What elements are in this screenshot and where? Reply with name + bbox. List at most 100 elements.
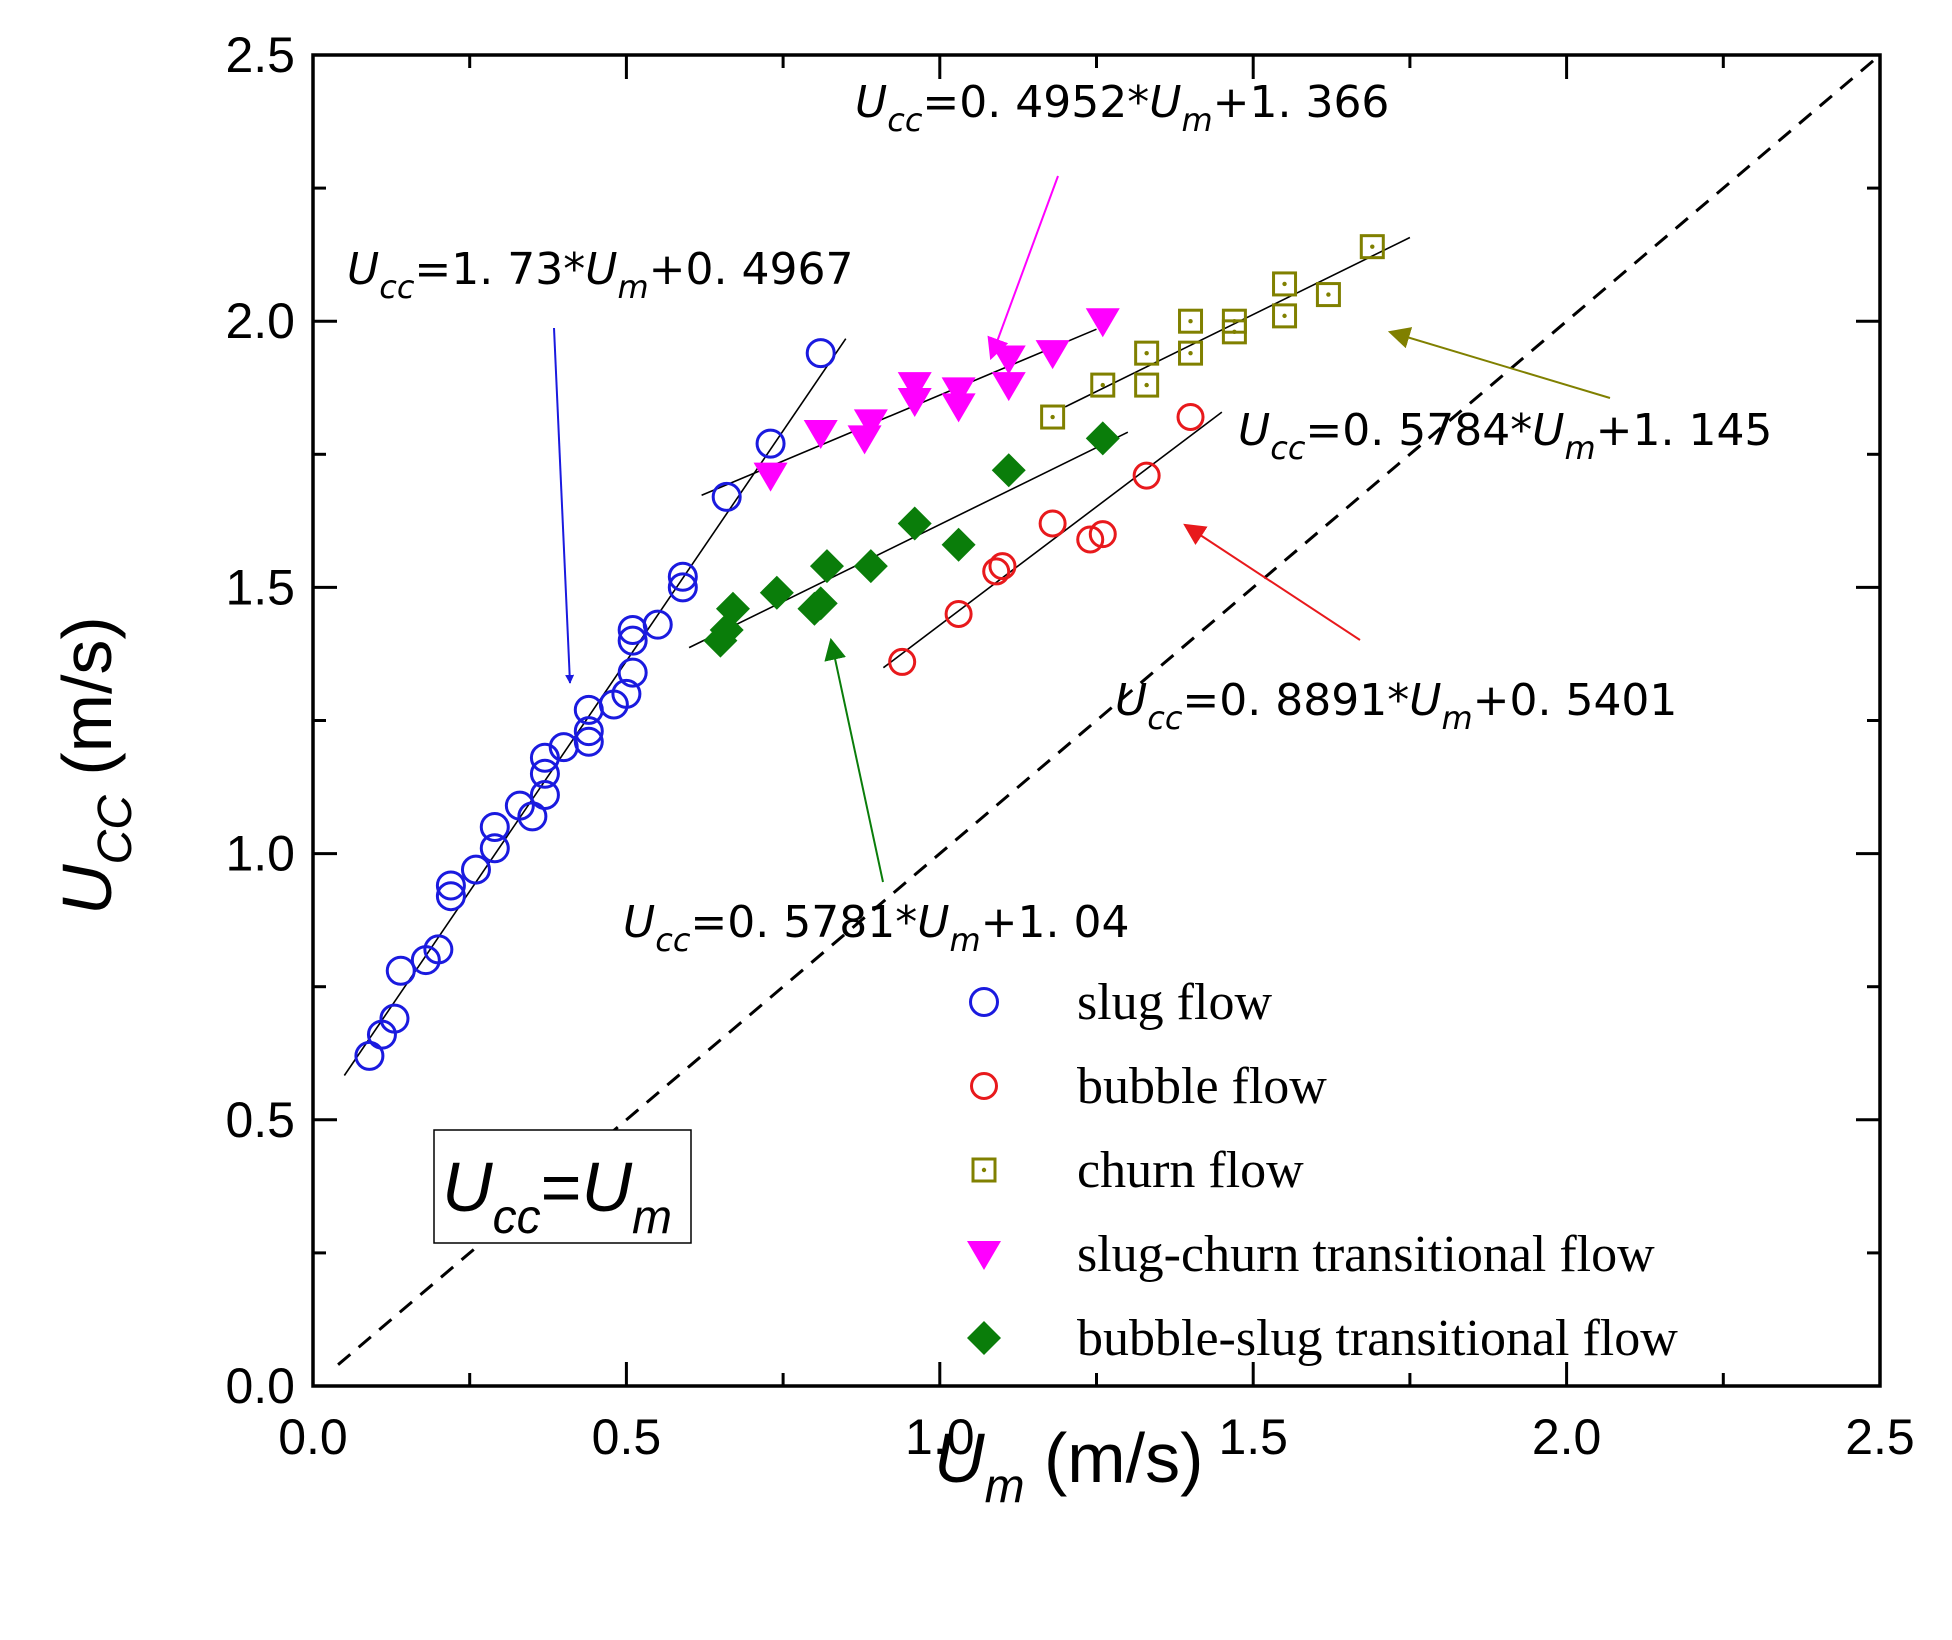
data-point-slug <box>379 1003 410 1034</box>
slug-churn-fit-arrow <box>987 175 1059 361</box>
legend-label-churn: churn flow <box>1077 1142 1304 1199</box>
data-point-slug-churn <box>991 372 1026 402</box>
data-point-churn <box>1315 282 1341 308</box>
data-point-slug <box>667 561 698 592</box>
fit-line-bubble-slug <box>688 431 1129 649</box>
data-point-slug <box>755 428 786 459</box>
y-tick-label: 2.5 <box>225 27 295 83</box>
bubble-fit-equation: Ucc=0. 8891*Um+0. 5401 <box>1115 675 1677 737</box>
data-point-slug-churn <box>1035 340 1070 370</box>
data-point-bubble-slug <box>809 549 844 584</box>
y-tick-label: 1.0 <box>225 826 295 882</box>
x-tick-label: 1.5 <box>1218 1409 1288 1465</box>
data-point-slug-churn <box>853 409 888 439</box>
identity-label: Ucc=Um <box>442 1148 672 1244</box>
x-tick-label: 2.0 <box>1532 1409 1602 1465</box>
data-point-slug <box>611 678 642 709</box>
slug-churn-fit-equation: Ucc=0. 4952*Um+1. 366 <box>855 77 1389 139</box>
data-point-bubble <box>1176 403 1205 432</box>
data-point-slug-churn <box>897 372 932 402</box>
data-point-slug-churn <box>803 420 838 450</box>
data-point-churn <box>1272 271 1298 297</box>
data-point-churn <box>1272 303 1298 329</box>
data-point-slug <box>479 811 510 842</box>
data-point-slug-churn <box>847 425 882 455</box>
fit-line-slug <box>343 338 847 1076</box>
data-point-slug <box>435 881 466 912</box>
data-point-slug-churn <box>941 377 976 407</box>
fit-lines <box>343 236 1411 1076</box>
data-points <box>354 234 1385 1071</box>
legend-marker-slug-churn <box>967 1241 1001 1270</box>
data-point-slug <box>617 625 648 656</box>
data-point-slug <box>642 609 673 640</box>
series-churn <box>1040 234 1385 430</box>
data-point-churn <box>1178 308 1204 334</box>
data-point-slug <box>529 758 560 789</box>
data-point-churn <box>1134 340 1160 366</box>
legend-marker-bubble <box>970 1072 998 1100</box>
churn-fit-arrow <box>1387 327 1611 399</box>
data-point-bubble <box>982 557 1011 586</box>
data-point-bubble-slug <box>803 586 838 621</box>
data-point-slug <box>385 955 416 986</box>
data-point-slug <box>460 854 491 885</box>
data-point-churn <box>1178 340 1204 366</box>
legend-marker-bubble-slug <box>967 1321 1001 1355</box>
legend-marker-slug <box>969 987 999 1017</box>
data-point-slug <box>805 338 836 369</box>
data-point-bubble <box>888 647 917 676</box>
data-point-churn <box>1359 234 1385 260</box>
data-point-bubble <box>1038 509 1067 538</box>
x-tick-label: 0.5 <box>592 1409 662 1465</box>
data-point-bubble <box>1076 525 1105 554</box>
data-point-bubble-slug <box>991 453 1026 488</box>
y-axis-title: UCC (m/s) <box>48 616 142 915</box>
data-point-slug-churn <box>897 388 932 418</box>
data-point-slug-churn <box>753 462 788 492</box>
data-point-slug <box>617 657 648 688</box>
bubble-slug-fit-arrow <box>824 637 884 883</box>
data-point-churn <box>1134 372 1160 398</box>
data-point-slug <box>435 870 466 901</box>
series-bubble <box>888 403 1205 676</box>
y-tick-label: 0.5 <box>225 1092 295 1148</box>
data-point-slug-churn <box>991 345 1026 375</box>
data-point-bubble <box>988 552 1017 581</box>
series-slug-churn <box>753 308 1120 492</box>
data-point-churn <box>1040 404 1066 430</box>
legend: slug flow bubble flow churn flow slug-churn… <box>967 974 1678 1367</box>
legend-label-slug: slug flow <box>1077 974 1272 1031</box>
data-point-bubble-slug <box>897 506 932 541</box>
identity-label-box <box>433 1129 692 1244</box>
y-tick-label: 1.5 <box>225 559 295 615</box>
data-point-slug <box>573 716 604 747</box>
slug-fit-equation: Ucc=1. 73*Um+0. 4967 <box>347 244 853 306</box>
bubble-fit-arrow <box>1183 523 1361 641</box>
legend-label-slug-churn: slug-churn transitional flow <box>1077 1226 1655 1283</box>
data-point-slug <box>573 726 604 757</box>
axis-ticks: 0.0 0.5 1.0 1.5 2.0 2.5 0.0 0.5 1.0 1.5 2.0 2.5 <box>225 27 1914 1465</box>
data-point-slug <box>529 742 560 773</box>
x-tick-label: 1.0 <box>905 1409 975 1465</box>
data-point-slug <box>423 934 454 965</box>
y-tick-label: 0.0 <box>225 1358 295 1414</box>
y-tick-label: 2.0 <box>225 293 295 349</box>
data-point-slug-churn <box>1085 308 1120 338</box>
slug-fit-arrow <box>553 327 575 684</box>
plot-area <box>337 53 1881 1366</box>
data-point-bubble-slug <box>715 591 750 626</box>
data-point-bubble <box>944 600 973 629</box>
data-point-slug <box>573 694 604 725</box>
data-point-bubble <box>1088 520 1117 549</box>
data-point-slug-churn <box>941 393 976 423</box>
data-point-slug <box>529 780 560 811</box>
x-tick-label: 2.5 <box>1845 1409 1915 1465</box>
data-point-bubble-slug <box>941 527 976 562</box>
fit-line-bubble <box>882 411 1223 669</box>
data-point-churn <box>1090 372 1116 398</box>
x-axis-title: Um (m/s) <box>934 1419 1203 1513</box>
x-tick-label: 0.0 <box>278 1409 348 1465</box>
legend-marker-churn <box>971 1157 997 1183</box>
